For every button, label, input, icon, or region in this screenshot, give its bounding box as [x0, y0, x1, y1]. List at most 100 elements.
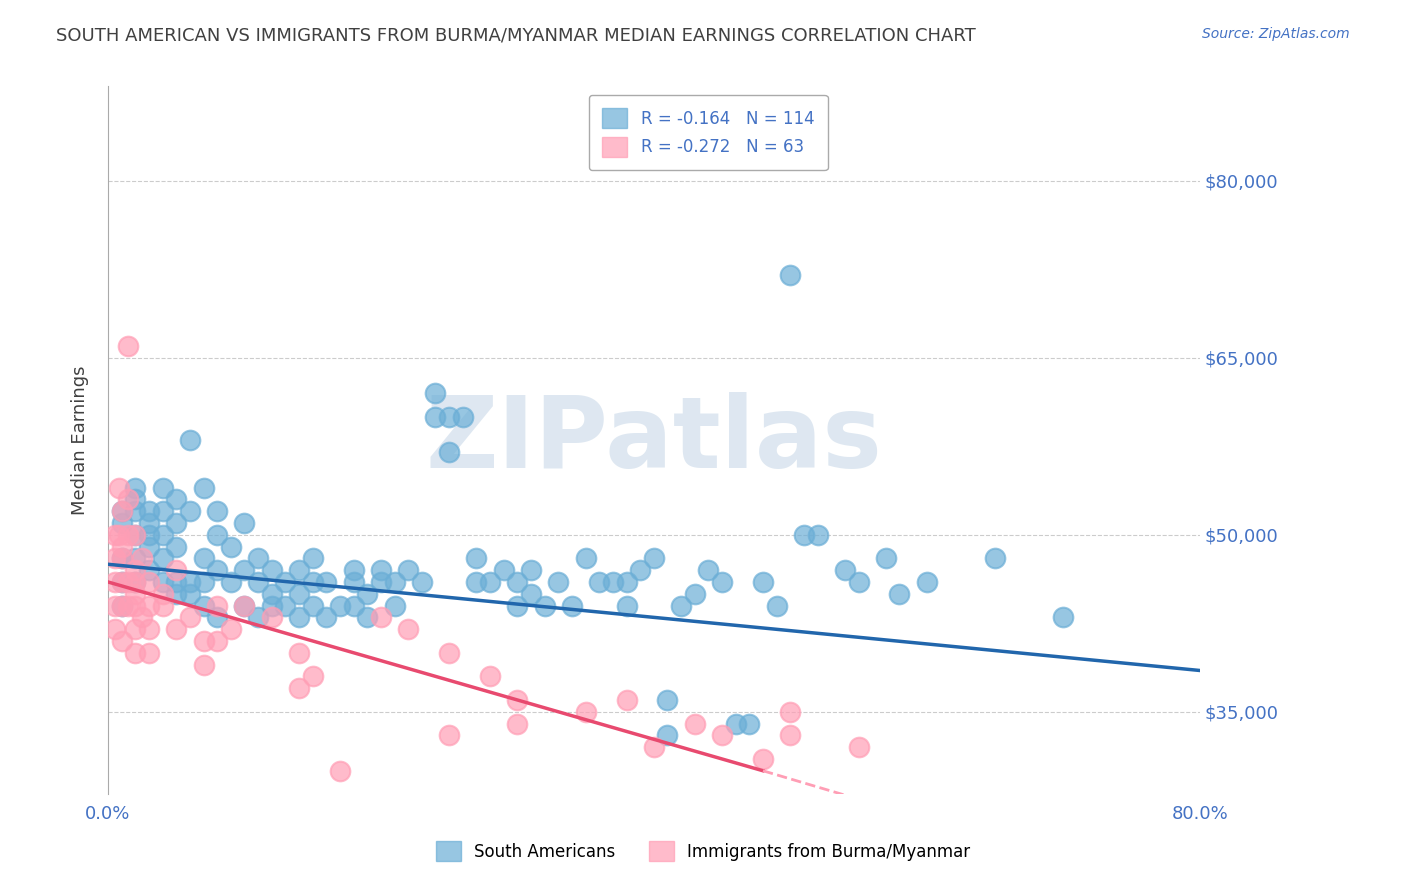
Point: [233, 516, 256, 530]
Point: [396, 622, 419, 636]
Point: [152, 528, 174, 542]
Point: [117, 599, 139, 613]
Point: [152, 504, 174, 518]
Point: [697, 563, 720, 577]
Point: [520, 563, 543, 577]
Point: [889, 587, 911, 601]
Point: [329, 599, 352, 613]
Point: [479, 574, 502, 589]
Point: [793, 528, 815, 542]
Point: [131, 551, 153, 566]
Point: [437, 409, 460, 424]
Point: [138, 646, 160, 660]
Point: [138, 504, 160, 518]
Point: [669, 599, 692, 613]
Point: [104, 599, 127, 613]
Point: [384, 599, 406, 613]
Point: [165, 516, 187, 530]
Point: [138, 516, 160, 530]
Point: [533, 599, 555, 613]
Point: [274, 574, 297, 589]
Point: [765, 599, 787, 613]
Point: [752, 752, 775, 766]
Point: [329, 764, 352, 778]
Point: [193, 599, 215, 613]
Point: [138, 622, 160, 636]
Point: [602, 574, 624, 589]
Point: [193, 634, 215, 648]
Point: [124, 492, 146, 507]
Point: [915, 574, 938, 589]
Point: [343, 574, 366, 589]
Point: [219, 622, 242, 636]
Point: [738, 716, 761, 731]
Point: [315, 610, 337, 624]
Point: [205, 634, 228, 648]
Point: [547, 574, 569, 589]
Point: [451, 409, 474, 424]
Point: [152, 599, 174, 613]
Text: ZIPatlas: ZIPatlas: [426, 392, 882, 489]
Point: [131, 610, 153, 624]
Point: [111, 634, 134, 648]
Point: [165, 492, 187, 507]
Point: [179, 610, 201, 624]
Point: [193, 657, 215, 672]
Point: [111, 599, 134, 613]
Point: [356, 587, 378, 601]
Point: [124, 563, 146, 577]
Point: [152, 574, 174, 589]
Point: [247, 574, 270, 589]
Point: [165, 540, 187, 554]
Point: [574, 551, 596, 566]
Point: [806, 528, 828, 542]
Point: [193, 481, 215, 495]
Point: [233, 599, 256, 613]
Point: [111, 504, 134, 518]
Point: [124, 528, 146, 542]
Point: [104, 528, 127, 542]
Point: [165, 622, 187, 636]
Point: [875, 551, 897, 566]
Point: [274, 599, 297, 613]
Point: [711, 728, 734, 742]
Point: [779, 728, 801, 742]
Point: [111, 540, 134, 554]
Point: [301, 574, 323, 589]
Point: [179, 504, 201, 518]
Point: [616, 693, 638, 707]
Point: [616, 574, 638, 589]
Point: [260, 610, 283, 624]
Point: [260, 599, 283, 613]
Point: [104, 551, 127, 566]
Point: [193, 574, 215, 589]
Point: [465, 574, 488, 589]
Point: [356, 610, 378, 624]
Point: [506, 693, 529, 707]
Point: [152, 481, 174, 495]
Point: [124, 622, 146, 636]
Legend: R = -0.164   N = 114, R = -0.272   N = 63: R = -0.164 N = 114, R = -0.272 N = 63: [589, 95, 828, 170]
Point: [138, 574, 160, 589]
Point: [138, 599, 160, 613]
Point: [425, 386, 447, 401]
Point: [683, 587, 706, 601]
Point: [117, 574, 139, 589]
Point: [152, 551, 174, 566]
Point: [138, 528, 160, 542]
Point: [165, 587, 187, 601]
Point: [108, 481, 131, 495]
Point: [233, 599, 256, 613]
Point: [984, 551, 1007, 566]
Point: [165, 563, 187, 577]
Point: [848, 574, 870, 589]
Point: [848, 740, 870, 755]
Point: [301, 551, 323, 566]
Point: [506, 716, 529, 731]
Point: [205, 563, 228, 577]
Point: [1052, 610, 1074, 624]
Point: [247, 610, 270, 624]
Point: [657, 693, 679, 707]
Point: [104, 622, 127, 636]
Point: [643, 740, 665, 755]
